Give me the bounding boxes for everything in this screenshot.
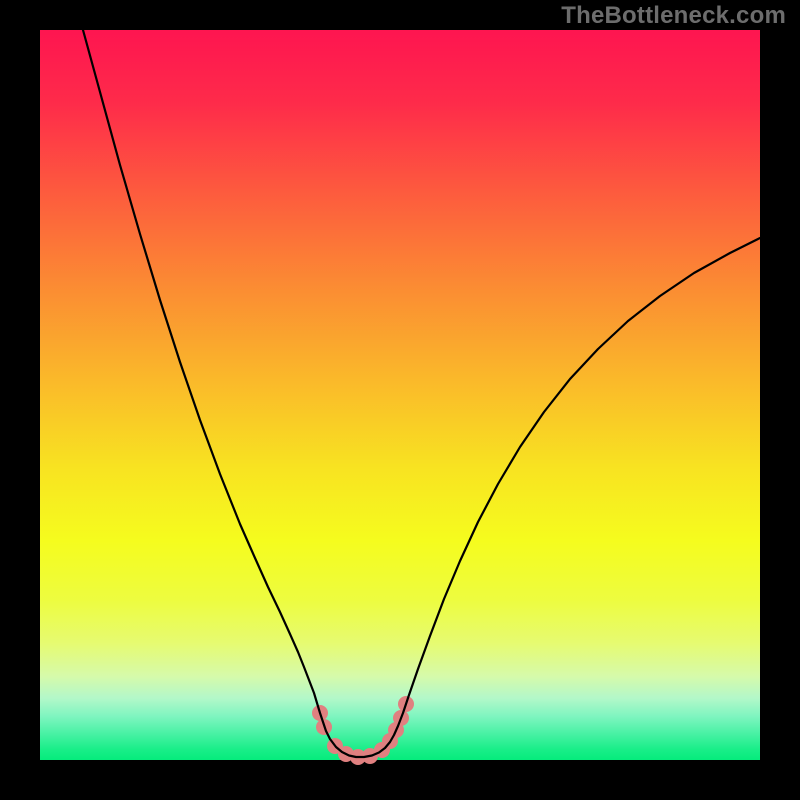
chart-background — [40, 30, 760, 760]
chart-frame: TheBottleneck.com — [0, 0, 800, 800]
bottleneck-chart — [0, 0, 800, 800]
watermark-text: TheBottleneck.com — [561, 2, 786, 30]
